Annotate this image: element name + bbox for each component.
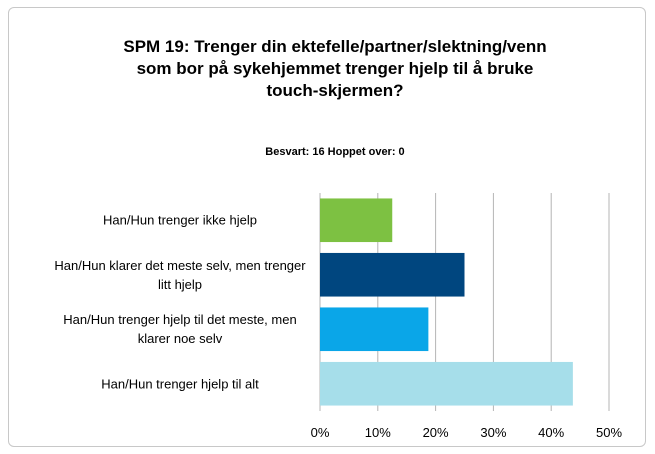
y-tick-label: Han/Hun trenger ikke hjelp	[50, 211, 310, 230]
x-tick-label: 20%	[423, 425, 449, 440]
chart: SPM 19: Trenger din ektefelle/partner/sl…	[0, 0, 655, 454]
y-tick-label: Han/Hun trenger hjelp til det meste, men…	[50, 310, 310, 348]
x-tick-label: 50%	[596, 425, 622, 440]
bar	[320, 362, 573, 406]
y-tick-label: Han/Hun klarer det meste selv, men treng…	[50, 256, 310, 294]
x-tick-label: 40%	[538, 425, 564, 440]
bar	[320, 253, 465, 297]
y-tick-label: Han/Hun trenger hjelp til alt	[50, 374, 310, 393]
x-tick-label: 0%	[311, 425, 330, 440]
x-tick-label: 30%	[480, 425, 506, 440]
bar	[320, 307, 428, 351]
bar	[320, 198, 392, 242]
x-tick-label: 10%	[365, 425, 391, 440]
